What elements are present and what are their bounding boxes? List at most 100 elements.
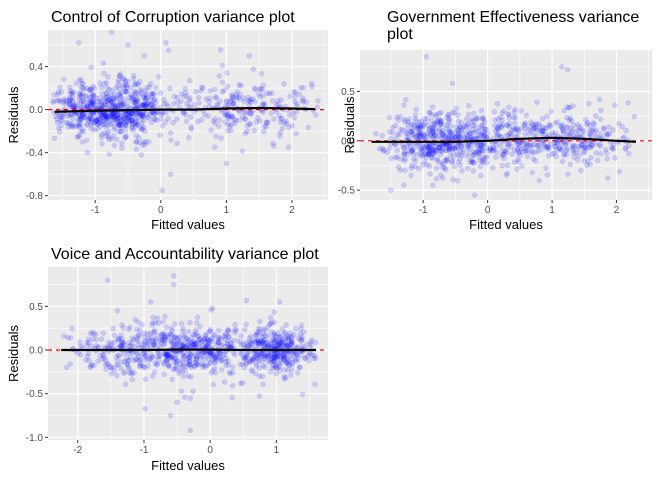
scatter-point [257,337,263,344]
scatter-point [151,369,158,376]
scatter-point [79,93,85,100]
scatter-point [77,115,83,122]
scatter-point [280,353,287,360]
scatter-point [256,329,263,336]
chart-title: Control of Corruption variance plot [51,9,295,26]
scatter-point [150,314,157,321]
scatter-point [123,89,130,95]
scatter-point [243,360,249,367]
scatter-point [554,119,561,125]
scatter-point [267,340,274,346]
scatter-point [164,351,170,358]
scatter-point [500,122,506,128]
scatter-point [262,333,269,339]
scatter-point [56,98,63,105]
scatter-point [114,95,120,102]
scatter-point [252,86,259,93]
scatter-point [276,338,283,345]
scatter-point [288,341,294,348]
scatter-point [275,353,282,360]
scatter-point [527,123,533,130]
scatter-point [148,101,155,108]
scatter-point [229,101,236,108]
scatter-point [178,342,185,349]
scatter-point [449,80,456,87]
scatter-point [188,374,194,380]
scatter-point [229,93,235,100]
scatter-point [178,90,185,97]
scatter-point [127,343,134,349]
scatter-point [609,144,616,151]
scatter-point [600,125,607,132]
scatter-point [118,117,125,124]
scatter-point [412,112,419,119]
scatter-point [578,141,585,148]
scatter-point [243,360,250,367]
scatter-point [430,127,437,134]
scatter-point [288,333,295,340]
scatter-point [285,333,292,339]
scatter-point [124,111,130,117]
scatter-point [108,99,115,105]
scatter-point [606,124,612,131]
scatter-point [298,338,305,344]
scatter-point [487,147,494,154]
scatter-point [527,128,534,135]
scatter-point [97,352,103,359]
scatter-point [239,148,246,154]
scatter-point [538,128,545,135]
scatter-point [99,118,105,125]
scatter-point [478,147,485,153]
scatter-point [479,130,486,137]
scatter-point [239,114,246,120]
scatter-point [472,116,479,122]
scatter-point [536,121,542,127]
scatter-point [569,145,576,152]
scatter-point [429,129,436,136]
scatter-point [512,114,519,121]
scatter-point [529,150,536,156]
scatter-point [534,143,540,149]
scatter-point [419,162,426,168]
scatter-point [139,351,146,358]
scatter-point [117,342,124,349]
scatter-point [249,355,256,361]
scatter-point [211,144,218,150]
scatter-point [85,336,92,342]
scatter-point [83,92,90,99]
scatter-point [543,145,550,152]
scatter-point [515,127,522,134]
scatter-point [125,357,132,364]
scatter-point [104,122,111,129]
scatter-point [209,367,216,374]
scatter-point [92,116,98,122]
scatter-point [426,150,432,156]
scatter-point [178,339,185,346]
scatter-point [90,98,97,105]
scatter-point [259,358,265,364]
scatter-point [187,395,194,401]
scatter-point [248,367,255,374]
plot-panel [360,50,652,200]
scatter-point [66,97,73,104]
scatter-point [397,113,403,120]
scatter-point [275,342,282,348]
scatter-point [487,145,494,151]
scatter-point [91,362,97,369]
scatter-point [523,140,530,147]
scatter-point [199,350,206,357]
scatter-point [425,150,432,157]
scatter-point [126,118,132,125]
scatter-point [283,322,290,328]
scatter-point [83,104,90,110]
scatter-point [448,133,455,140]
scatter-point [110,113,116,120]
scatter-point [437,118,444,125]
scatter-point [207,360,214,366]
scatter-point [215,339,222,346]
scatter-point [126,365,133,372]
x-axis-title: Fitted values [151,217,225,232]
scatter-point [98,101,105,108]
scatter-point [472,128,479,135]
scatter-points [50,29,321,194]
